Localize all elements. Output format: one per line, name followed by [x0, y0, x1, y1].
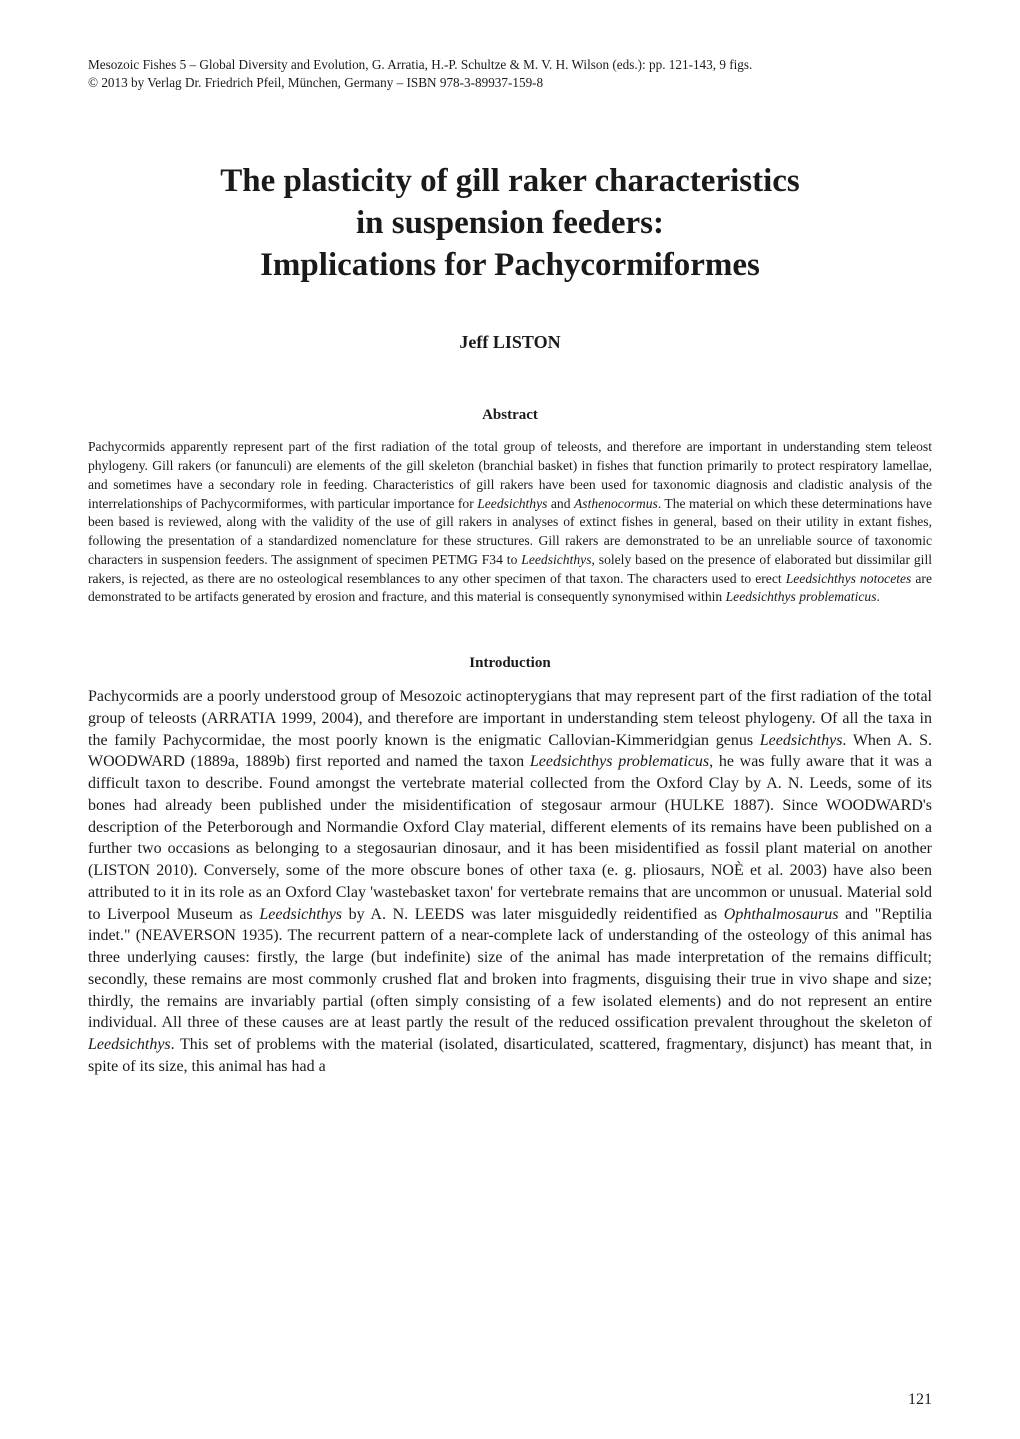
italic-run: Asthenocormus: [574, 496, 658, 511]
introduction-paragraph: Pachycormids are a poorly understood gro…: [88, 686, 932, 1078]
abstract-heading: Abstract: [88, 407, 932, 424]
citation-line1-suffix: pp. 121-143, 9 figs.: [649, 57, 752, 72]
italic-run: Ophthalmosaurus: [724, 906, 839, 923]
title-line-3: Implications for Pachycormiformes: [260, 247, 760, 283]
title-line-2: in suspension feeders:: [356, 205, 664, 241]
header-citation: Mesozoic Fishes 5 – Global Diversity and…: [88, 56, 932, 92]
introduction-heading: Introduction: [88, 655, 932, 672]
italic-run: Leedsichthys problematicus: [530, 753, 709, 770]
page-number: 121: [908, 1391, 932, 1409]
abstract-paragraph: Pachycormids apparently represent part o…: [88, 438, 932, 607]
italic-run: Leedsichthys: [760, 732, 843, 749]
text-run: and "Reptilia indet." (NEAVERSON 1935). …: [88, 906, 932, 1032]
page-container: Mesozoic Fishes 5 – Global Diversity and…: [0, 0, 1020, 1439]
italic-run: Leedsichthys: [88, 1036, 171, 1053]
citation-line1-prefix: Mesozoic Fishes 5 – Global Diversity and…: [88, 57, 649, 72]
italic-run: Leedsichthys: [477, 496, 547, 511]
author-name: Jeff LISTON: [88, 332, 932, 353]
italic-run: Leedsichthys: [259, 906, 342, 923]
citation-line2: © 2013 by Verlag Dr. Friedrich Pfeil, Mü…: [88, 75, 543, 90]
text-run: . This set of problems with the material…: [88, 1036, 932, 1075]
italic-run: Leedsichthys notocetes: [786, 571, 912, 586]
italic-run: Leedsichthys problematicus: [726, 589, 877, 604]
text-run: and: [547, 496, 574, 511]
text-run: , he was fully aware that it was a diffi…: [88, 753, 932, 922]
text-run: by A. N. LEEDS was later misguidedly rei…: [342, 906, 724, 923]
italic-run: Leedsichthys: [521, 552, 591, 567]
title-line-1: The plasticity of gill raker characteris…: [220, 163, 800, 199]
text-run: .: [877, 589, 880, 604]
paper-title: The plasticity of gill raker characteris…: [88, 160, 932, 287]
